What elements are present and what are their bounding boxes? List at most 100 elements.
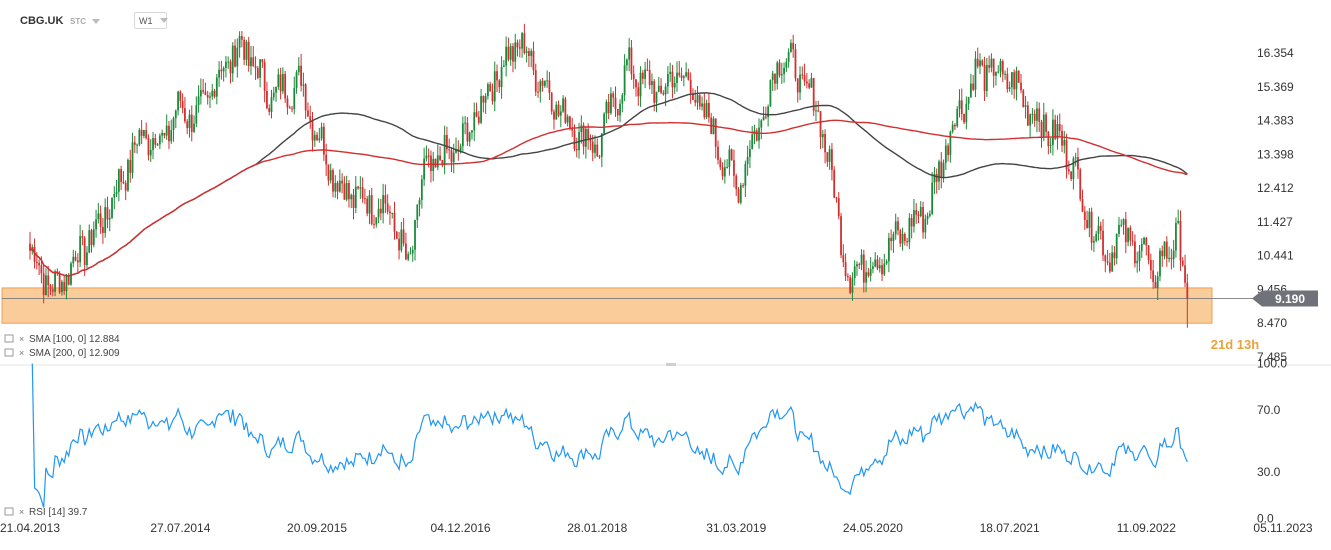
candle-body bbox=[739, 185, 742, 203]
candle-body bbox=[143, 129, 145, 136]
candle-body bbox=[562, 98, 564, 112]
candle-body bbox=[949, 131, 952, 155]
candle-body bbox=[908, 218, 911, 243]
candle-body bbox=[40, 265, 43, 274]
candle-body bbox=[831, 149, 833, 170]
candle-body bbox=[363, 198, 366, 200]
candle-body bbox=[651, 81, 653, 86]
rsi-tick-label: 70.0 bbox=[1257, 403, 1281, 417]
pane-resize-handle[interactable] bbox=[666, 363, 676, 366]
candle-body bbox=[682, 76, 685, 78]
candle-body bbox=[746, 157, 749, 164]
candle-body bbox=[140, 129, 143, 136]
candle-body bbox=[860, 254, 863, 265]
price-tick-label: 10.441 bbox=[1257, 249, 1294, 263]
candle-body bbox=[701, 103, 703, 107]
candle-body bbox=[313, 134, 316, 141]
candle-body bbox=[1184, 265, 1186, 283]
indicator-remove-icon[interactable]: × bbox=[19, 507, 24, 517]
candle-body bbox=[933, 173, 936, 183]
candle-body bbox=[1102, 230, 1104, 256]
candle-body bbox=[580, 125, 583, 133]
candle-body bbox=[723, 167, 726, 177]
candle-body bbox=[368, 195, 371, 214]
candle-body bbox=[906, 241, 908, 243]
symbol-label[interactable]: CBG.UK bbox=[20, 15, 64, 27]
candle-body bbox=[284, 73, 287, 99]
indicator-settings-icon[interactable] bbox=[4, 334, 14, 343]
candle-body bbox=[452, 152, 455, 163]
indicator-remove-icon[interactable]: × bbox=[19, 348, 24, 358]
candle-body bbox=[92, 229, 95, 246]
candle-body bbox=[104, 207, 107, 233]
candle-body bbox=[546, 80, 549, 82]
candle-body bbox=[616, 108, 619, 116]
candle-body bbox=[115, 191, 118, 194]
candle-body bbox=[266, 90, 268, 109]
candle-body bbox=[318, 138, 321, 141]
candle-body bbox=[493, 71, 496, 102]
candle-body bbox=[1054, 119, 1057, 139]
candle-body bbox=[1154, 281, 1157, 289]
candle-body bbox=[352, 194, 355, 208]
support-zone[interactable] bbox=[1, 287, 1213, 324]
date-tick-label: 28.01.2018 bbox=[567, 521, 627, 535]
candle-body bbox=[919, 207, 922, 217]
candle-body bbox=[174, 110, 177, 119]
candle-body bbox=[974, 58, 977, 90]
candle-body bbox=[357, 186, 359, 189]
candle-body bbox=[188, 114, 191, 129]
candle-body bbox=[1038, 108, 1041, 122]
candle-body bbox=[550, 92, 553, 112]
candle-body bbox=[161, 132, 164, 136]
candle-body bbox=[876, 259, 879, 269]
candle-body bbox=[751, 134, 754, 150]
candle-body bbox=[95, 219, 97, 230]
candle-body bbox=[482, 96, 485, 103]
candle-body bbox=[821, 133, 824, 138]
current-price-tag[interactable] bbox=[1252, 290, 1318, 307]
candle-body bbox=[1056, 123, 1059, 139]
candle-body bbox=[1122, 219, 1125, 225]
price-tick-label: 16.354 bbox=[1257, 46, 1294, 60]
candle-body bbox=[680, 75, 683, 78]
candle-body bbox=[591, 141, 594, 153]
candle-body bbox=[277, 74, 280, 87]
indicator-settings-icon[interactable] bbox=[4, 507, 14, 516]
candle-body bbox=[826, 152, 829, 162]
candle-body bbox=[985, 65, 988, 92]
candle-body bbox=[883, 263, 886, 275]
candle-body bbox=[676, 72, 678, 83]
candle-body bbox=[236, 47, 239, 67]
candle-body bbox=[81, 236, 84, 238]
candle-body bbox=[610, 93, 612, 114]
candle-body bbox=[525, 51, 528, 53]
candle-body bbox=[703, 103, 706, 118]
candle-body bbox=[1052, 119, 1054, 145]
indicator-settings-icon[interactable] bbox=[4, 348, 14, 357]
candle-body bbox=[304, 84, 307, 111]
candle-body bbox=[696, 95, 699, 103]
candle-body bbox=[623, 65, 626, 96]
candle-body bbox=[184, 108, 186, 122]
candle-body bbox=[737, 189, 740, 203]
candle-body bbox=[332, 170, 334, 192]
candle-body bbox=[903, 233, 906, 242]
candle-body bbox=[163, 132, 166, 136]
timeframe-dropdown[interactable]: W1 bbox=[134, 12, 168, 29]
candle-body bbox=[774, 73, 776, 84]
candle-body bbox=[947, 145, 950, 155]
indicator-remove-icon[interactable]: × bbox=[19, 334, 24, 344]
candle-body bbox=[534, 70, 537, 92]
candle-body bbox=[1175, 222, 1177, 251]
candle-body bbox=[97, 213, 100, 220]
candle-body bbox=[808, 83, 811, 88]
candle-body bbox=[837, 198, 840, 217]
candle-body bbox=[1108, 262, 1111, 272]
instrument-type-dropdown[interactable]: STC bbox=[70, 11, 100, 31]
candle-body bbox=[783, 67, 785, 75]
candle-body bbox=[915, 210, 918, 215]
candle-body bbox=[719, 159, 722, 168]
candle-body bbox=[1168, 257, 1170, 259]
